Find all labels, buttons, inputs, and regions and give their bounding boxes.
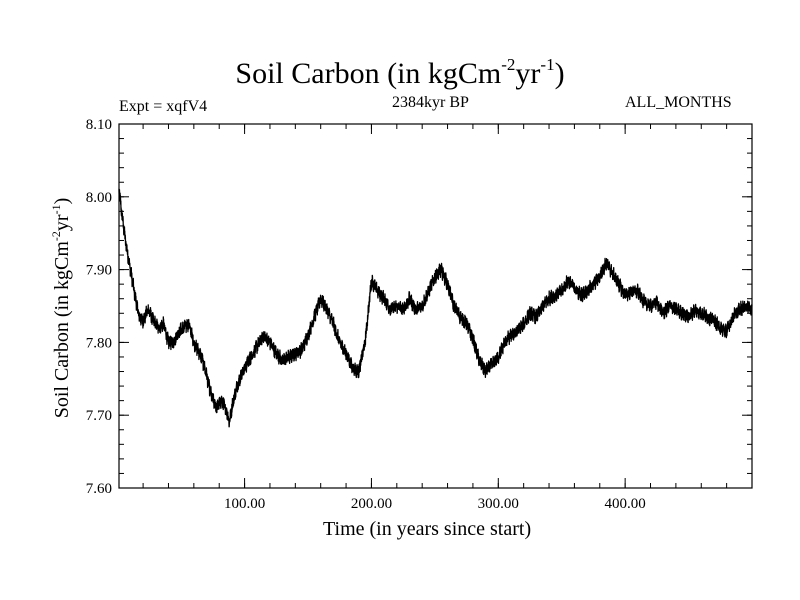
y-tick-label: 8.10 [86,117,112,133]
chart-title-text: Soil Carbon (in kgCm [235,57,502,90]
chart-title-exp1: -2 [501,55,516,74]
y-axis-label-close: ) [51,197,73,205]
y-tick-label: 7.90 [86,263,112,279]
y-tick-label: 8.00 [86,190,112,206]
period-label: ALL_MONTHS [625,94,732,111]
x-tick-label: 400.00 [605,496,646,512]
x-tick-label: 300.00 [478,496,519,512]
y-axis-label-unit: yr [51,214,73,232]
series-layer [118,188,753,428]
x-axis-label: Time (in years since start) [323,518,532,540]
y-tick-label: 7.60 [86,481,112,497]
series-line [118,188,753,428]
chart-title: Soil Carbon (in kgCm-2yr-1) [0,56,800,92]
experiment-label: Expt = xqfV4 [119,98,208,115]
chart-title-unit: yr [515,57,541,90]
y-axis-label-text: Soil Carbon (in kgCm [51,241,73,419]
y-tick-label: 7.80 [86,335,112,351]
y-axis-label-exp1: -2 [49,231,63,242]
chart-title-close: ) [554,57,565,90]
axis-ticks [119,123,752,489]
chart-subtitle: 2384kyr BP [392,94,469,111]
plot-frame [118,123,753,489]
y-axis-label: Soil Carbon (in kgCm-2yr-1) [49,173,74,443]
axis-tick-labels: 100.00 200.00 300.00 400.00 7.60 7.70 7.80 7.90… [86,117,646,512]
x-tick-label: 100.00 [224,496,265,512]
y-tick-label: 7.70 [86,408,112,424]
x-tick-label: 200.00 [351,496,392,512]
y-axis-label-exp2: -1 [49,204,63,215]
chart-title-exp2: -1 [540,55,555,74]
